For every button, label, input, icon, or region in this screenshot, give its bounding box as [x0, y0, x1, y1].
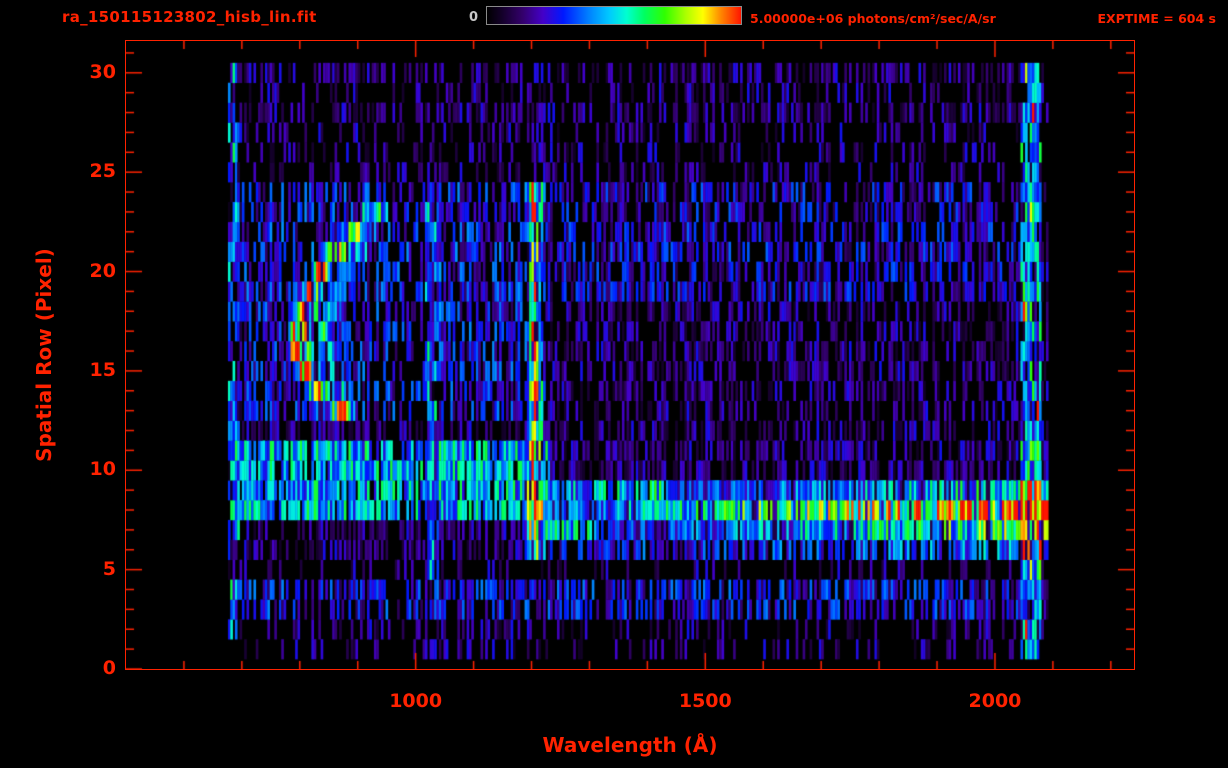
spectral-heatmap-canvas: [126, 41, 1134, 669]
y-tick-label: 0: [102, 657, 116, 679]
x-tick-label: 1500: [678, 690, 732, 712]
y-tick-label: 10: [89, 458, 116, 481]
y-tick-label: 5: [102, 557, 116, 580]
colorbar-max-label: 5.00000e+06 photons/cm²/sec/A/sr: [750, 11, 996, 26]
file-title: ra_150115123802_hisb_lin.fit: [62, 8, 317, 26]
y-tick-label: 30: [89, 60, 116, 83]
colorbar: [486, 6, 742, 25]
plot-frame: [125, 40, 1135, 670]
y-tick-label: 25: [89, 160, 116, 183]
y-tick-label: 15: [89, 358, 116, 381]
x-axis-label: Wavelength (Å): [542, 733, 718, 757]
y-tick-label: 20: [89, 259, 116, 282]
colorbar-min-label: 0: [468, 10, 478, 25]
exposure-time-label: EXPTIME = 604 s: [1097, 11, 1216, 26]
x-tick-label: 1000: [389, 690, 443, 712]
x-tick-label: 2000: [968, 690, 1022, 712]
y-axis-label: Spatial Row (Pixel): [32, 248, 56, 462]
